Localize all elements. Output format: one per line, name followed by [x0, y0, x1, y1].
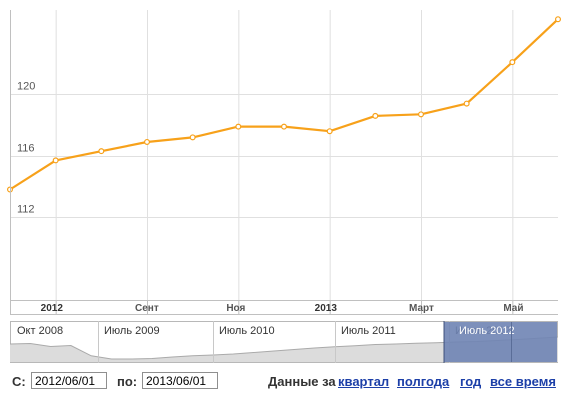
y-tick-label: 116: [17, 143, 35, 155]
data-point: [509, 59, 516, 66]
from-label: С:: [12, 374, 26, 389]
price-line-chart: 112 116 120 2012 Сент Ноя 2013 Март Май: [6, 10, 561, 315]
data-point: [554, 16, 561, 23]
x-tick-label: Май: [503, 303, 523, 314]
x-tick-label: Март: [409, 303, 434, 314]
range-title: Данные за: [268, 374, 336, 389]
range-navigator[interactable]: Окт 2008 Июль 2009 Июль 2010 Июль 2011 Июль …: [0, 319, 568, 365]
data-point: [98, 148, 105, 155]
navigator-label: Июль 2009: [104, 325, 160, 337]
navigator-label: Июль 2010: [219, 325, 275, 337]
data-point: [418, 111, 425, 118]
series-line: [8, 18, 560, 191]
range-link-year[interactable]: год: [460, 374, 482, 389]
x-tick-label: 2013: [315, 303, 338, 314]
range-link-half-year[interactable]: полгода: [397, 374, 450, 389]
x-tick-label: 2012: [41, 303, 64, 314]
navigator-label: Июль 2011: [341, 325, 396, 337]
range-link-all-time[interactable]: все время: [490, 374, 556, 389]
data-point: [144, 138, 151, 145]
range-link-quarter[interactable]: квартал: [338, 374, 390, 389]
data-point: [281, 123, 288, 130]
data-point: [463, 100, 470, 107]
to-label: по:: [117, 374, 138, 389]
x-tick-label: Сент: [135, 303, 159, 314]
x-tick-label: Ноя: [226, 303, 245, 314]
y-axis-ticks: 112 116 120: [17, 81, 35, 216]
data-point: [235, 123, 242, 130]
data-point: [52, 157, 59, 164]
data-point: [189, 134, 196, 141]
navigator-label: Окт 2008: [17, 325, 63, 337]
grid-lines: [10, 10, 558, 300]
navigator-label: Июль 2012: [459, 325, 515, 337]
date-range-controls: С: по: Данные за квартал полгода год все…: [0, 369, 568, 395]
data-series: [6, 16, 561, 193]
data-point: [372, 112, 379, 119]
y-tick-label: 120: [17, 81, 35, 93]
navigator-selection: [444, 322, 557, 362]
data-point: [326, 128, 333, 135]
x-axis: 2012 Сент Ноя 2013 Март Май: [10, 10, 558, 315]
from-date-input[interactable]: [31, 372, 107, 389]
to-date-input[interactable]: [142, 372, 218, 389]
y-tick-label: 112: [17, 204, 35, 216]
